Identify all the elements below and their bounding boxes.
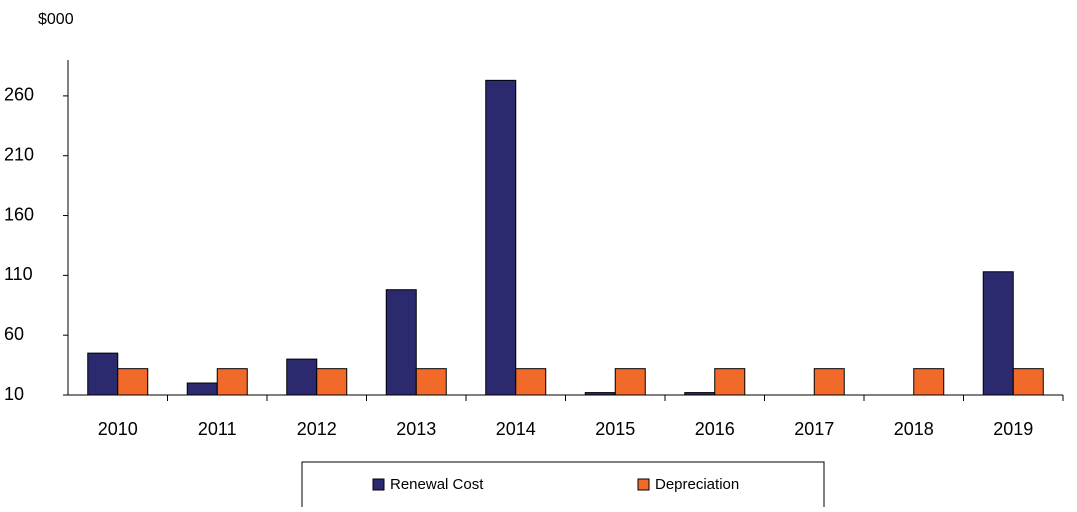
bar [216,368,248,396]
bar [813,368,845,396]
x-tick-label: 2013 [396,419,436,439]
bar [913,368,945,396]
bar [515,368,547,396]
bar [714,368,746,396]
bar [117,368,149,396]
y-tick-label: 10 [4,384,24,404]
x-tick-label: 2019 [993,419,1033,439]
legend-label: Renewal Cost [390,476,484,493]
x-tick-label: 2011 [198,419,237,439]
legend-swatch [637,478,650,491]
x-tick-label: 2017 [794,419,834,439]
x-tick-label: 2014 [496,419,536,439]
y-tick-label: 60 [4,324,24,344]
x-tick-label: 2018 [894,419,934,439]
bar [1012,368,1044,396]
x-tick-label: 2016 [695,419,735,439]
y-tick-label: 110 [4,264,33,284]
y-tick-label: 260 [4,85,34,105]
bar [485,79,517,396]
bar [684,392,716,396]
legend-swatch [372,478,385,491]
bar [614,368,646,396]
bar [385,289,417,396]
bar [982,271,1014,396]
y-tick-label: 210 [4,144,34,164]
legend-box [301,461,825,512]
y-tick-label: 160 [4,204,34,224]
bar [87,352,119,396]
x-tick-label: 2015 [595,419,635,439]
y-axis-label: $000 [38,11,74,28]
x-tick-label: 2012 [297,419,337,439]
legend-label: Depreciation [655,476,739,493]
bar [415,368,447,396]
bar [186,382,218,396]
bar [584,392,616,396]
x-tick-label: 2010 [98,419,138,439]
bar [316,368,348,396]
bar [286,358,318,396]
